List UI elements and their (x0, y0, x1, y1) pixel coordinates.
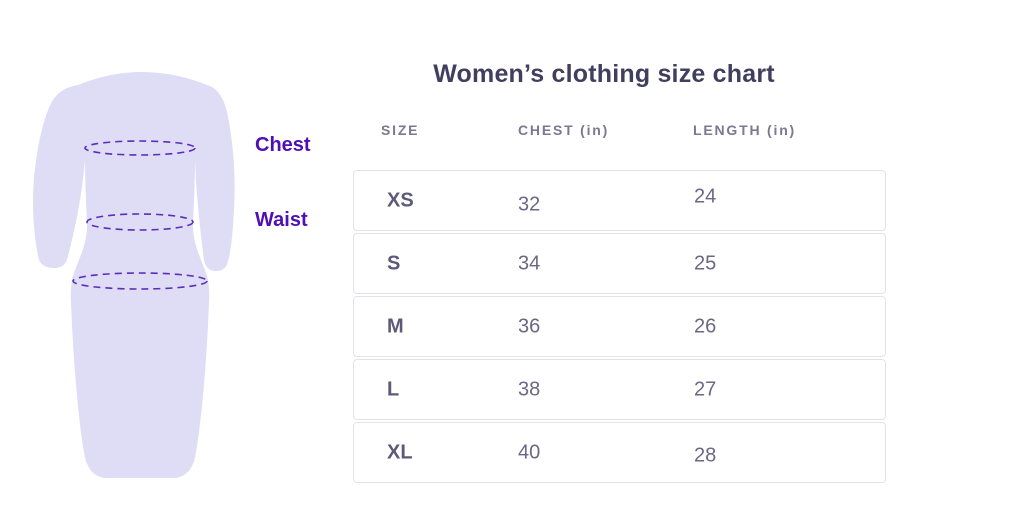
cell-size: S (387, 252, 401, 274)
hip-measure-line (72, 272, 208, 290)
table-row: M 36 26 (353, 296, 886, 357)
column-header-chest: CHEST (in) (518, 122, 610, 138)
table-row: S 34 25 (353, 233, 886, 294)
cell-chest: 36 (518, 315, 541, 337)
cell-length: 27 (694, 378, 717, 400)
cell-length: 26 (694, 315, 717, 337)
cell-length: 24 (694, 185, 717, 207)
column-header-size: SIZE (381, 122, 420, 138)
cell-size: L (387, 378, 400, 400)
cell-chest: 32 (518, 193, 541, 215)
cell-chest: 34 (518, 252, 541, 274)
cell-length: 28 (694, 444, 717, 466)
table-row: XL 40 28 (353, 422, 886, 483)
cell-chest: 38 (518, 378, 541, 400)
page-title: Women’s clothing size chart (433, 60, 775, 88)
waist-label: Waist (255, 209, 308, 231)
dress-silhouette (33, 72, 235, 478)
cell-chest: 40 (518, 441, 541, 463)
cell-size: XS (387, 189, 414, 211)
cell-size: XL (387, 441, 413, 463)
cell-length: 25 (694, 252, 717, 274)
table-row: XS 32 24 (353, 170, 886, 231)
chest-label: Chest (255, 134, 311, 156)
column-header-length: LENGTH (in) (693, 122, 797, 138)
size-table: XS 32 24 S 34 25 M 36 26 L 38 27 XL 40 2… (353, 170, 886, 485)
cell-size: M (387, 315, 404, 337)
dress-illustration (33, 72, 235, 478)
chest-measure-line (84, 140, 196, 156)
table-header-row: SIZE CHEST (in) LENGTH (in) (353, 122, 886, 142)
table-row: L 38 27 (353, 359, 886, 420)
waist-measure-line (86, 213, 194, 231)
